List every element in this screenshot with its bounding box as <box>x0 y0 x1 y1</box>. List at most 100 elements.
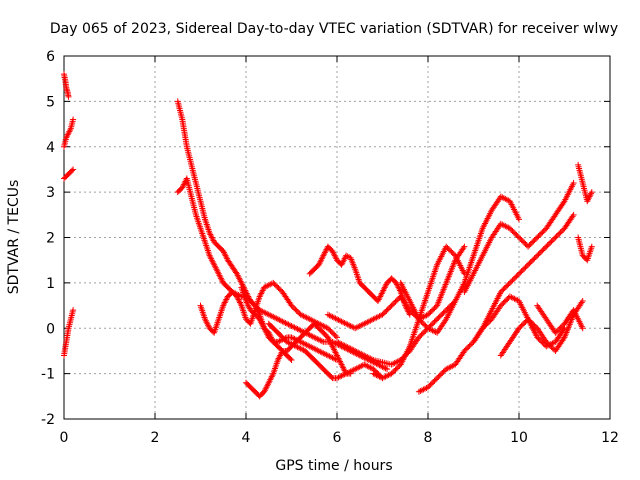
series-s13 <box>334 298 459 368</box>
series-s5 <box>174 98 391 373</box>
y-tick-label: 3 <box>46 185 55 201</box>
data-point <box>517 323 524 330</box>
data-point <box>513 231 520 238</box>
data-point <box>518 322 525 329</box>
data-point <box>434 375 441 382</box>
x-axis-label: GPS time / hours <box>275 458 392 474</box>
data-point <box>532 235 539 242</box>
data-point <box>499 301 506 308</box>
data-point <box>555 231 561 238</box>
y-tick-label: 4 <box>46 140 55 156</box>
data-point <box>588 189 595 196</box>
data-point <box>510 229 517 236</box>
data-point <box>508 278 515 285</box>
data-point <box>391 299 398 306</box>
data-point <box>449 250 456 257</box>
data-point <box>512 274 519 281</box>
data-point <box>288 357 295 364</box>
series-s15 <box>397 193 522 336</box>
data-point <box>543 243 550 250</box>
data-point <box>395 364 402 371</box>
data-point <box>330 330 337 337</box>
data-point <box>436 372 443 379</box>
y-tick-label: -2 <box>41 412 55 428</box>
y-axis: -2 -1 0 1 2 3 4 5 6 <box>41 49 610 428</box>
data-point <box>536 336 543 343</box>
data-point <box>499 287 506 294</box>
data-point <box>503 283 509 290</box>
data-point <box>519 266 526 273</box>
data-point <box>518 237 525 244</box>
data-point <box>382 309 389 316</box>
data-point <box>544 242 551 249</box>
series-s17 <box>461 180 577 295</box>
data-point <box>510 275 517 282</box>
data-point <box>383 307 390 314</box>
data-point <box>271 281 278 288</box>
data-point <box>425 384 431 391</box>
data-point <box>287 355 294 362</box>
y-axis-label: SDTVAR / TECUs <box>6 180 22 295</box>
data-point <box>547 239 554 246</box>
data-point <box>530 256 537 263</box>
data-point <box>70 116 77 123</box>
data-point <box>497 288 504 295</box>
data-point <box>570 180 577 187</box>
data-point <box>427 309 434 316</box>
data-point <box>426 310 433 317</box>
x-tick-label: 8 <box>424 430 433 446</box>
series-s11 <box>306 243 413 318</box>
data-point <box>448 248 455 255</box>
data-point <box>421 321 428 328</box>
data-point <box>553 233 560 240</box>
data-point <box>436 313 443 320</box>
series-s9 <box>243 320 354 400</box>
data-point <box>531 255 538 262</box>
data-point <box>415 334 422 341</box>
data-point <box>428 307 435 314</box>
data-point <box>557 324 564 331</box>
x-tick-label: 2 <box>151 430 160 446</box>
series-s10 <box>265 320 386 382</box>
data-point <box>588 243 595 250</box>
data-point <box>379 311 386 318</box>
data-point <box>544 340 551 347</box>
data-point <box>68 167 75 174</box>
data-point <box>552 234 559 241</box>
x-tick-label: 6 <box>333 430 342 446</box>
data-point <box>558 323 565 330</box>
data-point <box>430 320 437 327</box>
data-point <box>526 317 533 324</box>
data-point <box>326 326 333 333</box>
data-point <box>555 327 561 334</box>
data-point <box>447 247 454 254</box>
data-point <box>464 345 470 352</box>
data-point <box>514 272 521 279</box>
data-point <box>540 246 547 253</box>
data-point <box>269 337 276 344</box>
data-point <box>553 328 560 335</box>
data-point <box>503 297 509 304</box>
data-point <box>501 285 508 292</box>
y-tick-label: 5 <box>46 94 55 110</box>
data-point <box>534 252 541 259</box>
data-point <box>549 237 556 244</box>
data-point <box>393 297 400 304</box>
data-point <box>531 322 538 329</box>
data-point <box>443 243 450 250</box>
data-point <box>419 320 426 327</box>
data-point <box>386 305 392 312</box>
data-point <box>539 247 546 254</box>
data-point <box>324 325 331 332</box>
data-point <box>517 269 524 276</box>
y-tick-label: 0 <box>46 321 55 337</box>
data-point <box>570 211 577 218</box>
data-point <box>427 381 434 388</box>
data-point <box>551 235 558 242</box>
data-point <box>332 333 339 340</box>
data-point <box>522 240 529 247</box>
series-s21 <box>575 161 595 205</box>
data-point <box>521 320 528 327</box>
data-point <box>292 306 299 313</box>
